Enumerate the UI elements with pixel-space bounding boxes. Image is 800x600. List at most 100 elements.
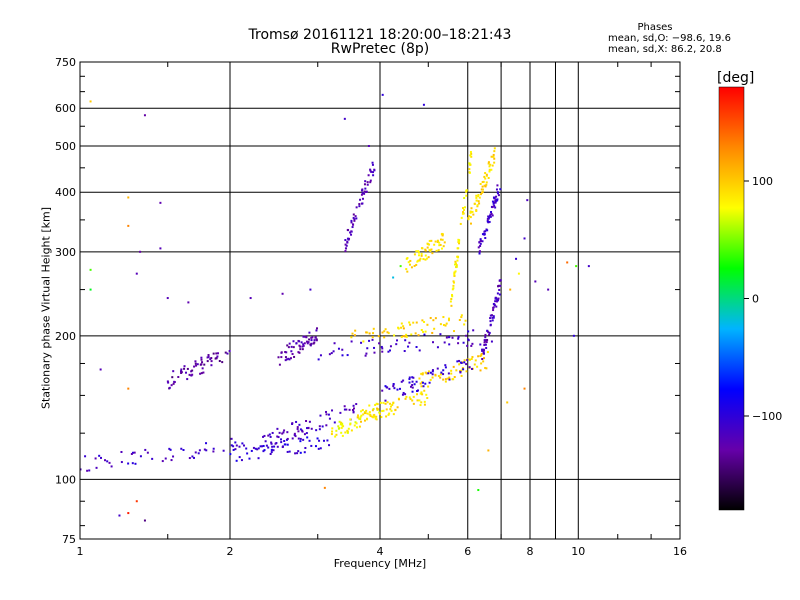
data-point bbox=[480, 353, 483, 356]
data-point bbox=[429, 378, 432, 381]
data-point bbox=[496, 192, 499, 195]
data-point bbox=[486, 338, 489, 341]
data-point bbox=[506, 401, 509, 404]
data-point bbox=[453, 273, 456, 276]
data-point bbox=[368, 332, 371, 335]
data-point bbox=[486, 220, 489, 223]
data-point bbox=[276, 445, 279, 448]
data-point bbox=[372, 171, 375, 174]
data-point bbox=[293, 432, 296, 435]
data-point bbox=[492, 202, 495, 205]
data-point bbox=[304, 446, 307, 449]
data-point bbox=[414, 332, 417, 335]
data-point bbox=[366, 331, 369, 334]
data-point bbox=[390, 409, 393, 412]
data-point bbox=[455, 265, 458, 268]
data-point bbox=[463, 197, 466, 200]
data-point bbox=[291, 353, 294, 356]
data-point bbox=[429, 371, 432, 374]
data-point bbox=[325, 413, 328, 416]
data-point bbox=[420, 372, 423, 375]
data-point bbox=[485, 183, 488, 186]
data-point bbox=[120, 461, 123, 464]
data-point bbox=[439, 333, 442, 336]
data-point bbox=[341, 354, 344, 357]
data-point bbox=[350, 221, 353, 224]
data-point bbox=[361, 409, 364, 412]
data-point bbox=[488, 170, 491, 173]
data-point bbox=[425, 372, 428, 375]
colorbar-ticks: 100 0 −100 bbox=[744, 175, 782, 423]
data-point bbox=[257, 457, 260, 460]
data-point bbox=[418, 254, 421, 257]
data-point bbox=[482, 360, 485, 363]
data-point bbox=[398, 387, 401, 390]
data-point bbox=[191, 369, 194, 372]
data-point bbox=[386, 401, 389, 404]
data-point bbox=[443, 241, 446, 244]
data-point bbox=[194, 362, 197, 365]
data-point bbox=[404, 335, 407, 338]
data-point bbox=[350, 336, 353, 339]
data-point bbox=[472, 329, 475, 332]
data-point bbox=[451, 293, 454, 296]
data-point bbox=[485, 173, 488, 176]
data-point bbox=[303, 433, 306, 436]
data-point bbox=[308, 439, 311, 442]
data-point bbox=[484, 366, 487, 369]
data-point bbox=[298, 423, 301, 426]
data-point bbox=[457, 238, 460, 241]
data-point bbox=[480, 354, 483, 357]
data-point bbox=[448, 376, 451, 379]
data-point bbox=[492, 153, 495, 156]
data-point bbox=[248, 457, 251, 460]
data-point bbox=[458, 242, 461, 245]
data-point bbox=[431, 373, 434, 376]
data-point bbox=[397, 326, 400, 329]
data-point bbox=[497, 194, 500, 197]
data-point bbox=[492, 315, 495, 318]
data-point bbox=[425, 393, 428, 396]
data-point bbox=[477, 355, 480, 358]
data-point bbox=[392, 385, 395, 388]
data-point bbox=[161, 460, 164, 463]
data-point bbox=[492, 196, 495, 199]
data-point bbox=[496, 191, 499, 194]
data-point bbox=[127, 224, 130, 227]
data-point bbox=[400, 326, 403, 329]
data-point bbox=[429, 250, 432, 253]
data-point bbox=[290, 350, 293, 353]
data-point bbox=[483, 344, 486, 347]
data-point bbox=[120, 450, 123, 453]
axis-ticks: 1 2 4 6 8 10 16 75 100 200 300 400 500 600 750 bbox=[55, 56, 687, 558]
data-point bbox=[405, 395, 408, 398]
data-point bbox=[431, 370, 434, 373]
data-point bbox=[84, 455, 87, 458]
data-point bbox=[402, 327, 405, 330]
data-point bbox=[302, 438, 305, 441]
data-point bbox=[197, 452, 200, 455]
data-point bbox=[404, 393, 407, 396]
data-point bbox=[479, 238, 482, 241]
data-point bbox=[494, 201, 497, 204]
data-point bbox=[486, 329, 489, 332]
grid-lines bbox=[80, 62, 680, 539]
data-point bbox=[187, 301, 190, 304]
data-point bbox=[469, 222, 472, 225]
data-point bbox=[199, 372, 202, 375]
data-point bbox=[359, 418, 362, 421]
data-point bbox=[409, 259, 412, 262]
data-point bbox=[367, 144, 370, 147]
data-point bbox=[481, 233, 484, 236]
data-point bbox=[224, 351, 227, 354]
data-point bbox=[131, 451, 134, 454]
data-point bbox=[488, 333, 491, 336]
data-point bbox=[496, 198, 499, 201]
data-point bbox=[267, 434, 270, 437]
data-point bbox=[453, 330, 456, 333]
data-point bbox=[534, 280, 537, 283]
data-point bbox=[432, 341, 435, 344]
data-point bbox=[481, 190, 484, 193]
data-point bbox=[217, 352, 220, 355]
data-point bbox=[396, 388, 399, 391]
